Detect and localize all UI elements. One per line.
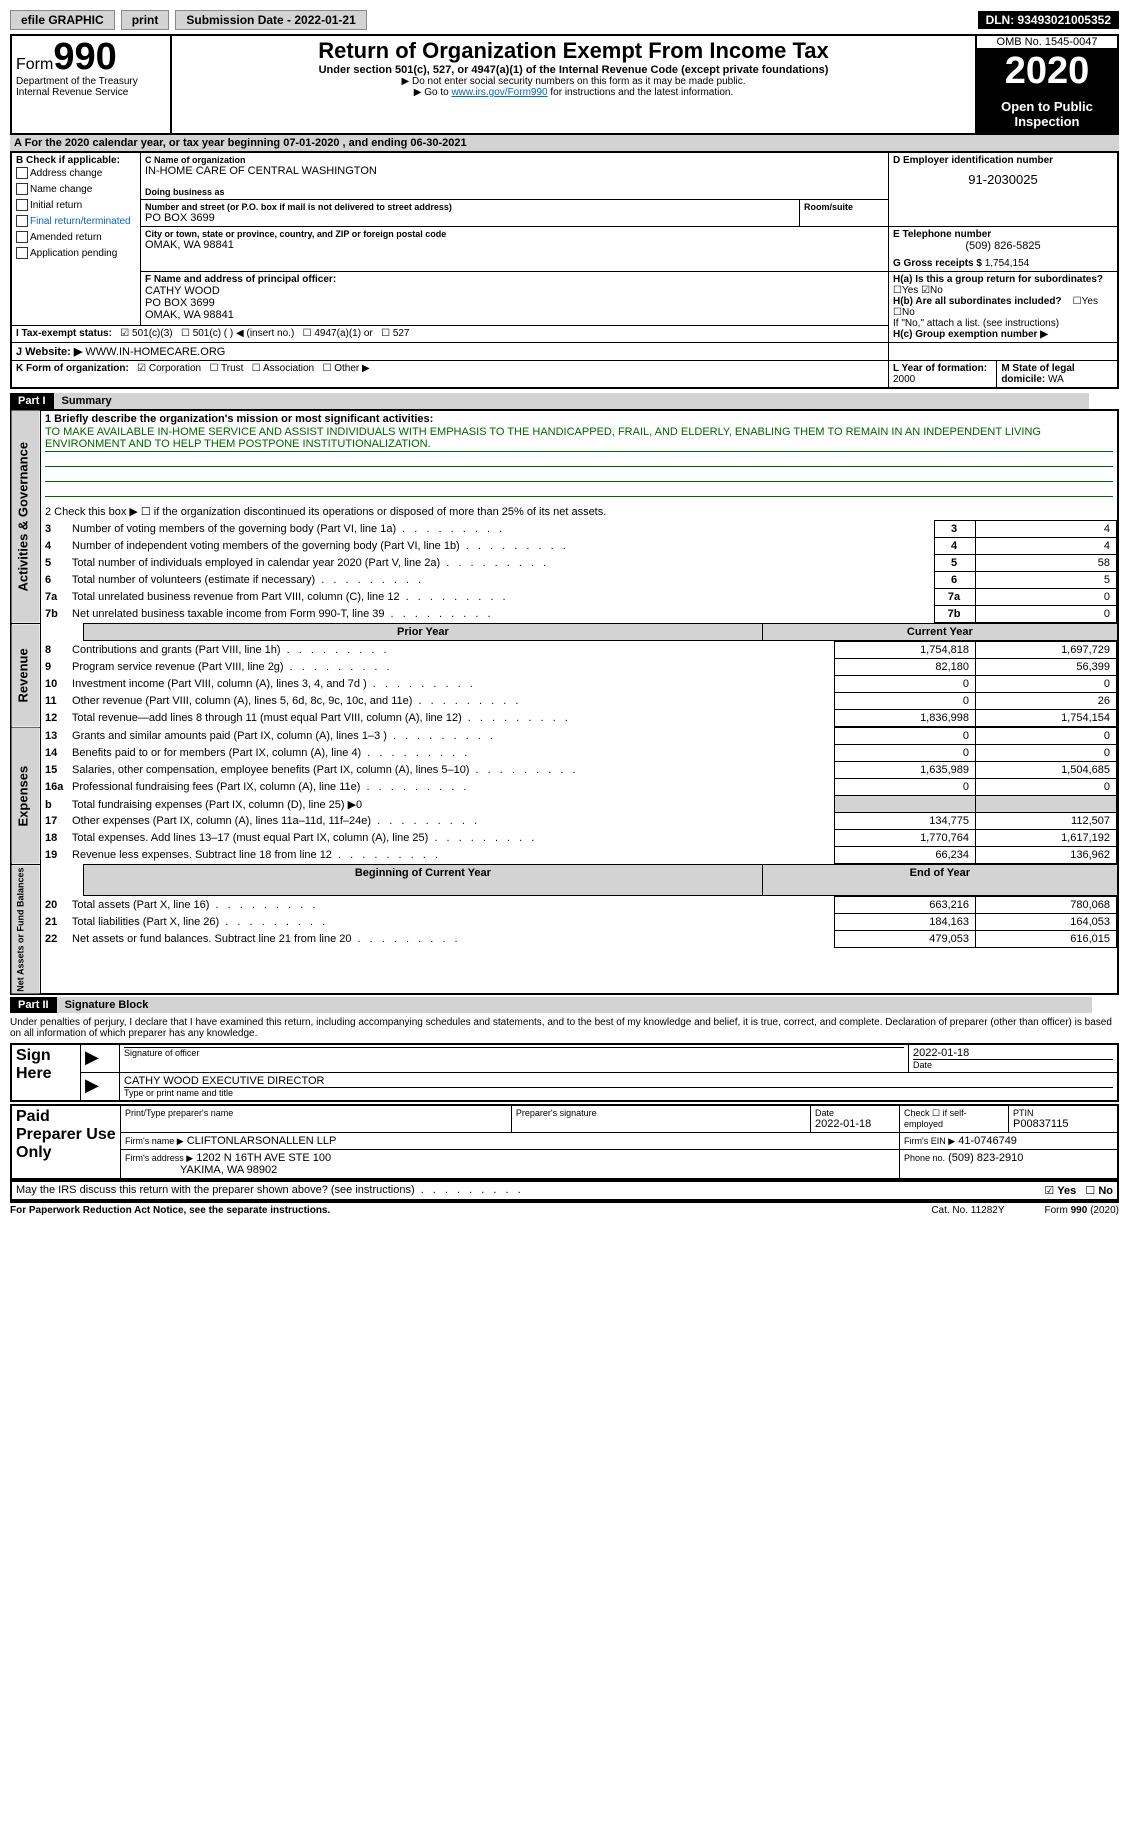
part2-title: Signature Block: [57, 997, 1092, 1013]
paid-prep-label: Paid Preparer Use Only: [11, 1105, 121, 1179]
section-b-checkboxes: Address change Name change Initial retur…: [16, 166, 136, 262]
officer-print-name: CATHY WOOD EXECUTIVE DIRECTOR: [124, 1075, 1113, 1087]
form-header-table: Form990 Department of the Treasury Inter…: [10, 34, 1119, 135]
arrow-icon: ▶: [85, 1047, 99, 1067]
ein-value: 91-2030025: [893, 166, 1113, 193]
phone-label: E Telephone number: [893, 229, 1113, 240]
form-label: Form: [16, 56, 53, 73]
discuss-text: May the IRS discuss this return with the…: [16, 1184, 415, 1196]
expenses-vert-label: Expenses: [11, 727, 41, 865]
mission-text: TO MAKE AVAILABLE IN-HOME SERVICE AND AS…: [45, 425, 1113, 452]
firm-addr: 1202 N 16TH AVE STE 100: [196, 1152, 331, 1164]
omb-number: OMB No. 1545-0047: [977, 36, 1117, 48]
prep-name-label: Print/Type preparer's name: [125, 1108, 507, 1118]
sign-here-label: Sign Here: [11, 1044, 81, 1101]
prep-self-emp: Check ☐ if self-employed: [900, 1105, 1009, 1133]
form-title: Return of Organization Exempt From Incom…: [176, 38, 971, 64]
ptin-value: P00837115: [1013, 1118, 1113, 1130]
website-value: WWW.IN-HOMECARE.ORG: [85, 346, 225, 358]
gross-receipts-label: G Gross receipts $: [893, 258, 982, 269]
sig-date: 2022-01-18: [913, 1047, 1113, 1059]
part2-header: Part II: [10, 997, 57, 1013]
gross-receipts-value: 1,754,154: [985, 258, 1030, 269]
ssn-note: ▶ Do not enter social security numbers o…: [176, 76, 971, 87]
goto-note: ▶ Go to www.irs.gov/Form990 for instruct…: [176, 87, 971, 98]
website-label: J Website: ▶: [16, 346, 82, 358]
prep-sig-label: Preparer's signature: [516, 1108, 806, 1118]
section-b-label: B Check if applicable:: [16, 155, 136, 166]
current-year-header: Current Year: [762, 624, 1118, 641]
paperwork-notice: For Paperwork Reduction Act Notice, see …: [10, 1205, 330, 1216]
sig-date-label: Date: [913, 1059, 1113, 1070]
netassets-vert-label: Net Assets or Fund Balances: [11, 865, 41, 995]
officer-name: CATHY WOOD: [145, 285, 884, 297]
part1-title: Summary: [54, 393, 1089, 409]
officer-addr2: OMAK, WA 98841: [145, 309, 884, 321]
form-subtitle: Under section 501(c), 527, or 4947(a)(1)…: [176, 64, 971, 76]
prep-date: 2022-01-18: [815, 1118, 895, 1130]
city-value: OMAK, WA 98841: [145, 239, 884, 251]
officer-label: F Name and address of principal officer:: [145, 274, 884, 285]
dln-label: DLN: 93493021005352: [978, 11, 1119, 29]
end-year-header: End of Year: [762, 865, 1118, 896]
arrow-icon: ▶: [85, 1075, 99, 1095]
part1-table: Activities & Governance 1 Briefly descri…: [10, 409, 1119, 995]
prior-year-header: Prior Year: [84, 624, 763, 641]
line1-label: 1 Briefly describe the organization's mi…: [45, 413, 1113, 425]
dept-treasury: Department of the Treasury Internal Reve…: [16, 76, 166, 98]
h-a-label: H(a) Is this a group return for subordin…: [893, 274, 1103, 285]
submission-date: Submission Date - 2022-01-21: [175, 10, 366, 30]
addr-label: Number and street (or P.O. box if mail i…: [145, 202, 795, 212]
firm-ein: 41-0746749: [958, 1135, 1017, 1147]
city-label: City or town, state or province, country…: [145, 229, 884, 239]
penalty-text: Under penalties of perjury, I declare th…: [10, 1013, 1119, 1043]
phone-value: (509) 826-5825: [893, 240, 1113, 252]
tax-period-bar: A For the 2020 calendar year, or tax yea…: [10, 135, 1119, 151]
firm-phone: (509) 823-2910: [948, 1152, 1023, 1164]
form-footer: Form 990 (2020): [1045, 1205, 1119, 1216]
h-c-label: H(c) Group exemption number ▶: [893, 329, 1048, 340]
tax-exempt-label: I Tax-exempt status:: [16, 328, 112, 339]
cat-no: Cat. No. 11282Y: [931, 1205, 1004, 1216]
signature-table: Sign Here ▶ Signature of officer 2022-01…: [10, 1043, 1119, 1102]
addr-value: PO BOX 3699: [145, 212, 795, 224]
print-button[interactable]: print: [121, 10, 170, 30]
form-org-label: K Form of organization:: [16, 363, 129, 374]
officer-addr1: PO BOX 3699: [145, 297, 884, 309]
revenue-vert-label: Revenue: [11, 624, 41, 728]
tax-year: 2020: [977, 48, 1117, 95]
room-label: Room/suite: [804, 202, 884, 212]
sig-officer-label: Signature of officer: [124, 1047, 904, 1058]
org-name: IN-HOME CARE OF CENTRAL WASHINGTON: [145, 165, 884, 177]
begin-year-header: Beginning of Current Year: [84, 865, 763, 896]
identity-table: B Check if applicable: Address change Na…: [10, 151, 1119, 389]
h-b-note: If "No," attach a list. (see instruction…: [893, 318, 1113, 329]
preparer-table: Paid Preparer Use Only Print/Type prepar…: [10, 1104, 1119, 1180]
firm-name: CLIFTONLARSONALLEN LLP: [187, 1135, 337, 1147]
ein-label: D Employer identification number: [893, 155, 1113, 166]
open-inspection: Open to Public Inspection: [977, 95, 1117, 133]
h-b-label: H(b) Are all subordinates included?: [893, 296, 1062, 307]
top-toolbar: efile GRAPHIC print Submission Date - 20…: [10, 10, 1119, 30]
line2-text: 2 Check this box ▶ ☐ if the organization…: [45, 505, 1113, 518]
part1-header: Part I: [10, 393, 54, 409]
dba-label: Doing business as: [145, 187, 884, 197]
org-name-label: C Name of organization: [145, 155, 884, 165]
irs-link[interactable]: www.irs.gov/Form990: [451, 87, 547, 98]
efile-button[interactable]: efile GRAPHIC: [10, 10, 115, 30]
officer-print-label: Type or print name and title: [124, 1087, 1113, 1098]
governance-vert-label: Activities & Governance: [11, 410, 41, 624]
form-number: 990: [53, 36, 116, 78]
